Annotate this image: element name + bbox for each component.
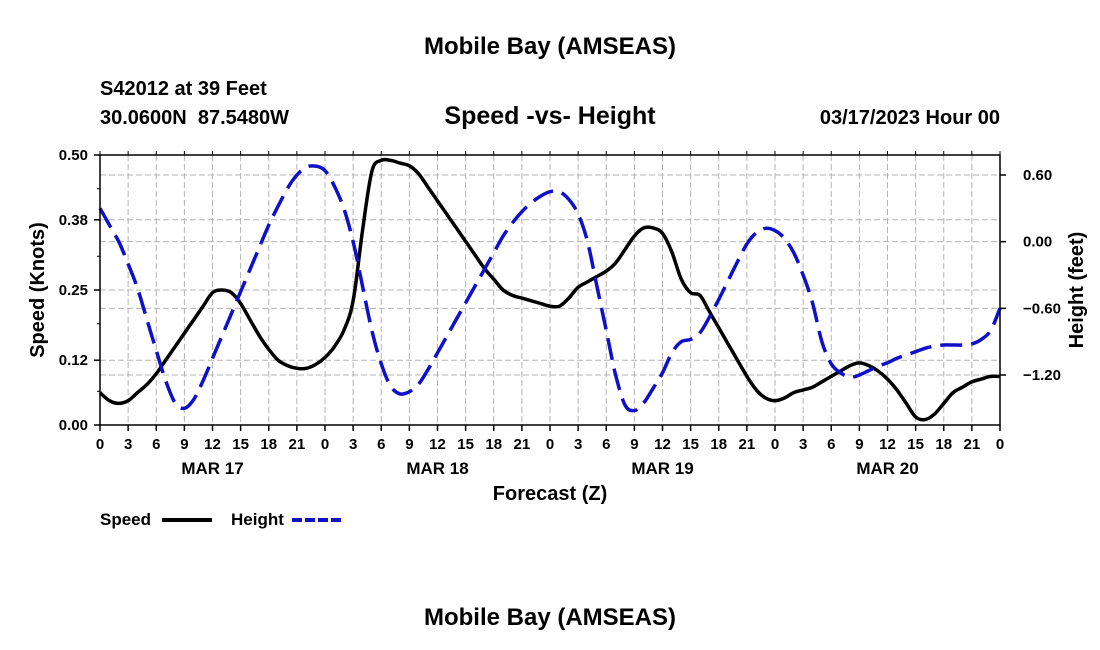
y-tick-label: 0.25 [59, 282, 88, 299]
station-coords: 30.0600N 87.5480W [100, 107, 289, 129]
x-day-label: MAR 20 [856, 459, 918, 478]
x-tick-label: 21 [289, 436, 306, 453]
x-tick-label: 0 [996, 436, 1004, 453]
legend-label-height: Height [231, 510, 284, 529]
x-tick-label: 0 [546, 436, 554, 453]
x-tick-label: 21 [739, 436, 756, 453]
x-tick-label: 3 [574, 436, 582, 453]
x-tick-label: 12 [654, 436, 671, 453]
x-tick-label: 15 [682, 436, 699, 453]
x-tick-label: 6 [827, 436, 835, 453]
x-tick-label: 9 [855, 436, 863, 453]
station-label: S42012 at 39 Feet [100, 78, 267, 100]
x-day-label: MAR 19 [631, 459, 693, 478]
x-tick-label: 9 [405, 436, 413, 453]
x-day-label: MAR 18 [406, 459, 468, 478]
forecast-date: 03/17/2023 Hour 00 [820, 107, 1000, 129]
y-tick-label: 0.00 [59, 417, 88, 434]
x-tick-label: 18 [935, 436, 952, 453]
x-tick-label: 18 [710, 436, 727, 453]
x-tick-label: 15 [907, 436, 924, 453]
x-tick-label: 21 [964, 436, 981, 453]
x-tick-label: 0 [771, 436, 779, 453]
x-tick-label: 18 [485, 436, 502, 453]
x-tick-label: 9 [630, 436, 638, 453]
x-tick-label: 15 [232, 436, 249, 453]
legend-label-speed: Speed [100, 510, 151, 529]
x-tick-label: 3 [349, 436, 357, 453]
x-tick-label: 15 [457, 436, 474, 453]
y2-axis-title: Height (feet) [1066, 232, 1088, 349]
y-tick-label: 0.38 [59, 212, 88, 229]
chart-subtitle: Speed -vs- Height [444, 102, 656, 130]
page-title: Mobile Bay (AMSEAS) [424, 33, 676, 60]
series-line-speed [98, 157, 1001, 422]
y2-tick-label: −1.20 [1023, 367, 1061, 384]
x-tick-label: 12 [879, 436, 896, 453]
x-tick-label: 6 [602, 436, 610, 453]
x-tick-label: 21 [514, 436, 531, 453]
y-tick-label: 0.12 [59, 352, 88, 369]
grid-lines [100, 155, 1000, 425]
y-tick-label: 0.50 [59, 147, 88, 164]
x-tick-label: 6 [377, 436, 385, 453]
series-line-height [98, 164, 1002, 413]
x-tick-label: 9 [180, 436, 188, 453]
y2-tick-label: 0.60 [1023, 167, 1052, 184]
x-tick-label: 6 [152, 436, 160, 453]
x-tick-label: 0 [96, 436, 104, 453]
x-tick-label: 0 [321, 436, 329, 453]
x-tick-label: 18 [260, 436, 277, 453]
x-tick-label: 3 [124, 436, 132, 453]
x-tick-label: 12 [204, 436, 221, 453]
x-tick-label: 12 [429, 436, 446, 453]
y2-tick-label: −0.60 [1023, 300, 1061, 317]
series-group [98, 157, 1002, 422]
legend: Speed Height [100, 510, 342, 529]
x-tick-label: 3 [799, 436, 807, 453]
x-day-label: MAR 17 [181, 459, 243, 478]
x-axis-title: Forecast (Z) [493, 483, 607, 505]
footer-title: Mobile Bay (AMSEAS) [424, 604, 676, 631]
y-axis-title: Speed (Knots) [27, 222, 49, 358]
axes-group: 0 3 6 9 12 15 18 21 0 3 6 9 12 15 18 21 0 3 6 9 12 15 18 21 0 3 6 9… [59, 147, 1061, 478]
y2-tick-label: 0.00 [1023, 234, 1052, 251]
